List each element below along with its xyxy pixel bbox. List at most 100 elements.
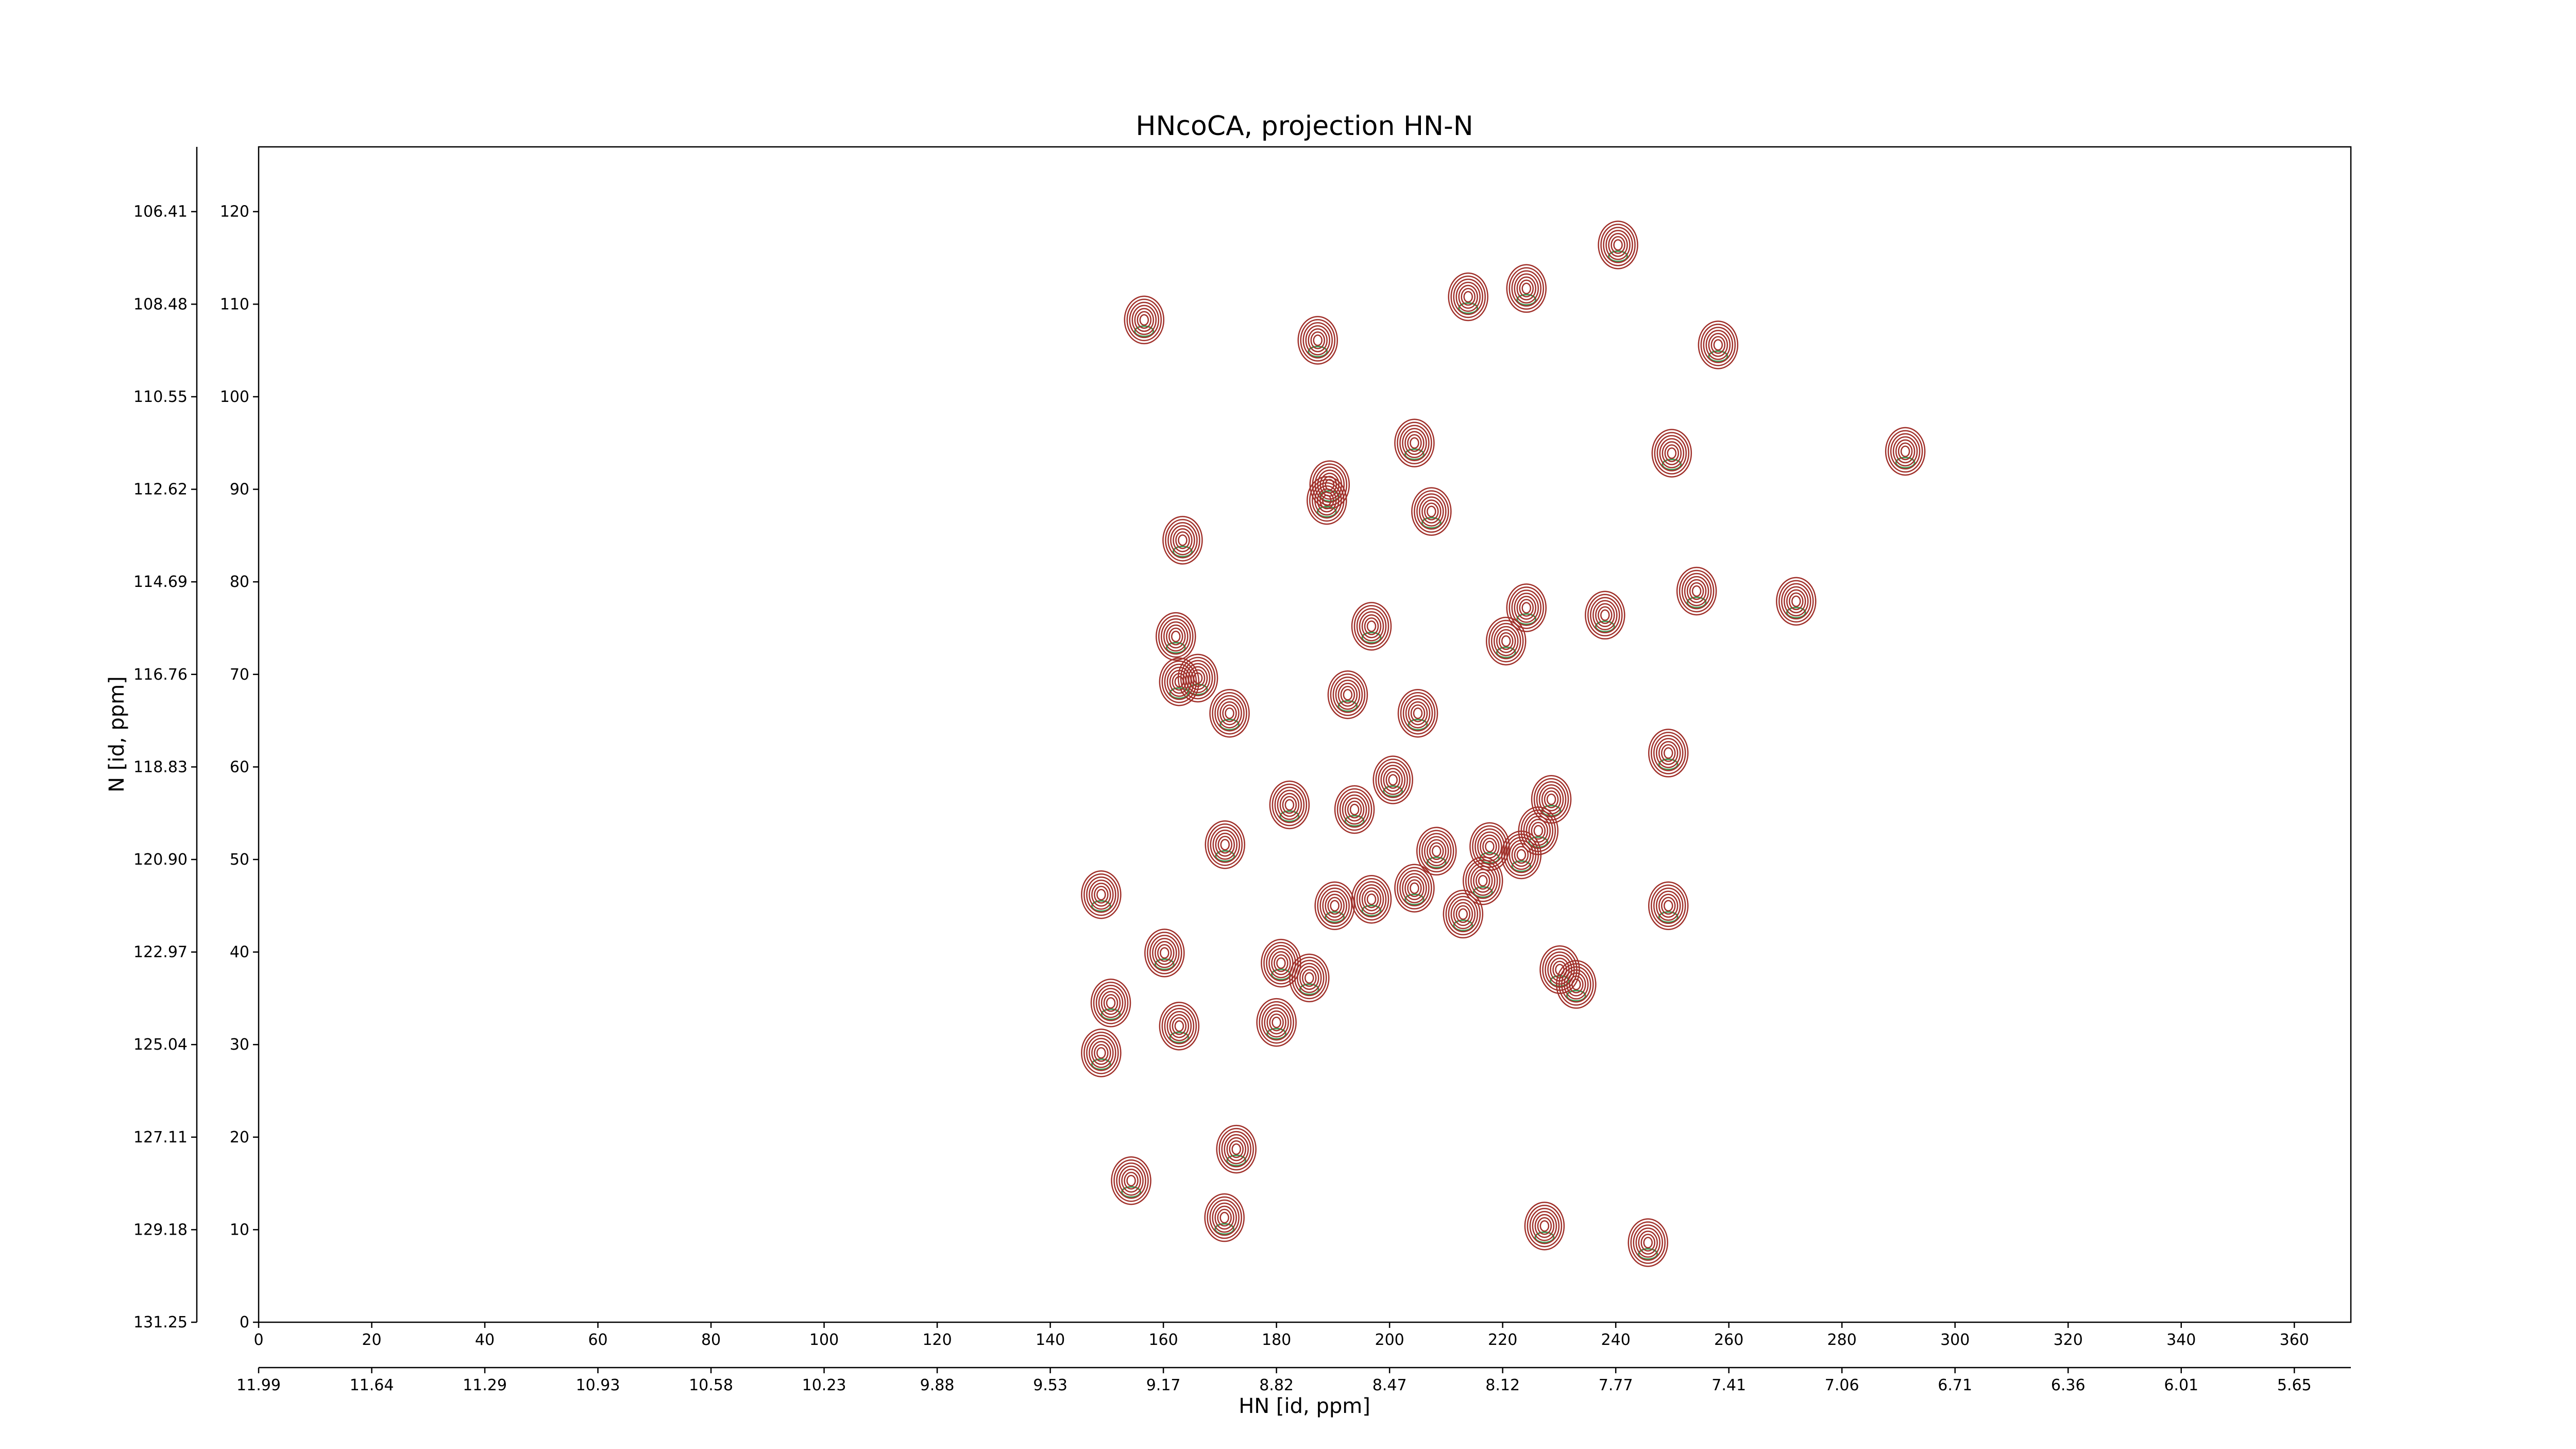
peak-contour [1426, 839, 1447, 864]
x-tick-label: 320 [2054, 1331, 2083, 1349]
peak-contour [1410, 437, 1419, 449]
peak-base [1279, 810, 1300, 822]
peak-contour [1519, 599, 1534, 617]
x2-tick-label: 11.99 [236, 1376, 281, 1394]
y2-tick-label: 129.18 [133, 1221, 188, 1239]
peak-contour [1498, 632, 1514, 650]
peak-contour [1083, 1032, 1119, 1074]
y-tick-label: 90 [230, 481, 249, 499]
peak-contour [1361, 887, 1382, 912]
peak-contour [1156, 612, 1196, 661]
peak-contour [1397, 422, 1432, 464]
peak-contour [1166, 624, 1186, 649]
peak-contour [1169, 669, 1190, 694]
peak-contour [1231, 1143, 1241, 1155]
peak-contour [1895, 439, 1916, 464]
peak-contour [1408, 701, 1428, 726]
peak-contour [1698, 321, 1739, 369]
peak-contour [1613, 239, 1623, 251]
peak-contour [1322, 890, 1347, 921]
peak-contour [1212, 1202, 1237, 1233]
peak-contour [1173, 528, 1193, 552]
peak-contour [1149, 935, 1180, 971]
peak-contour [1651, 429, 1692, 478]
peak-contour [1330, 900, 1340, 912]
peak-contour [1511, 589, 1541, 626]
peak-contour [1216, 1124, 1257, 1174]
peak-contour [1598, 221, 1638, 269]
peak-base [1337, 700, 1358, 712]
peak-contour [1226, 1137, 1246, 1161]
y2-tick-label: 131.25 [133, 1313, 188, 1332]
x-tick-label: 180 [1262, 1331, 1291, 1349]
peak-contour [1561, 966, 1591, 1003]
peak-contour [1566, 972, 1586, 997]
peak-contour [1126, 298, 1162, 342]
x2-tick-label: 9.17 [1146, 1376, 1181, 1394]
x2-tick-label: 8.47 [1372, 1376, 1407, 1394]
peak-contour [1506, 836, 1537, 873]
x2-tick-label: 6.71 [1938, 1376, 1972, 1394]
peak-base [1404, 894, 1425, 906]
peak-contour [1450, 899, 1476, 930]
peak-contour [1344, 797, 1365, 822]
y2-tick-label: 106.41 [133, 203, 188, 221]
peak-contour [1322, 494, 1332, 507]
peak-contour [1274, 954, 1289, 972]
peak-contour [1458, 284, 1478, 309]
peak-contour [1592, 600, 1618, 631]
peak-contour [1113, 1159, 1149, 1202]
peak-base [1472, 886, 1493, 898]
peak-contour [1221, 1131, 1251, 1168]
peak-contour [1134, 308, 1155, 332]
peak-base [1404, 448, 1425, 461]
x-tick-label: 80 [701, 1331, 721, 1349]
peak-contour [1402, 695, 1433, 732]
peak-contour [1791, 595, 1801, 608]
peak-contour [1292, 956, 1327, 1000]
peak-contour [1317, 488, 1337, 513]
peak-contour [1416, 827, 1457, 876]
peak-contour [1214, 1205, 1234, 1230]
peak-contour [1776, 577, 1817, 626]
x-tick-label: 300 [1940, 1331, 1970, 1349]
x2-tick-label: 10.93 [576, 1376, 620, 1394]
peak-base [1511, 860, 1532, 872]
peak-contour [1475, 828, 1505, 865]
peak-contour [1161, 660, 1197, 703]
peak-base [1426, 856, 1447, 869]
peak-contour [1411, 487, 1452, 536]
peak-contour [1516, 596, 1536, 620]
peak-contour [1419, 496, 1444, 527]
y2-tick-label: 122.97 [133, 943, 188, 962]
peak-contour [1177, 653, 1218, 703]
peak-base [1299, 983, 1319, 996]
y-tick-label: 70 [230, 666, 249, 684]
peak-contour [1686, 579, 1707, 603]
peak-contour [1470, 866, 1496, 896]
peak-contour [1349, 803, 1360, 816]
peak-base [1169, 687, 1190, 699]
y-tick-label: 30 [230, 1036, 249, 1054]
peak-contour [1144, 929, 1185, 978]
chart-title: HNcoCA, projection HN-N [1136, 111, 1473, 142]
peak-contour [1533, 825, 1544, 837]
peak-contour [1691, 585, 1702, 597]
peak-contour [1081, 870, 1122, 919]
peak-contour [1897, 442, 1913, 461]
peak-contour [1305, 325, 1330, 356]
peak-contour [1662, 441, 1682, 465]
peak-contour [1472, 825, 1507, 868]
peak-base [1421, 517, 1442, 529]
peak-contour [1544, 790, 1559, 808]
peak-contour [1648, 881, 1689, 931]
peak-contour [1167, 522, 1198, 559]
peak-contour [1405, 698, 1431, 729]
peak-contour [1279, 793, 1300, 817]
peak-contour [1272, 1016, 1281, 1029]
y2-tick-label: 127.11 [133, 1128, 188, 1147]
peak-contour [1404, 431, 1425, 455]
peak-contour [1397, 688, 1438, 738]
x2-tick-label: 7.77 [1599, 1376, 1633, 1394]
peak-base [1608, 250, 1629, 262]
